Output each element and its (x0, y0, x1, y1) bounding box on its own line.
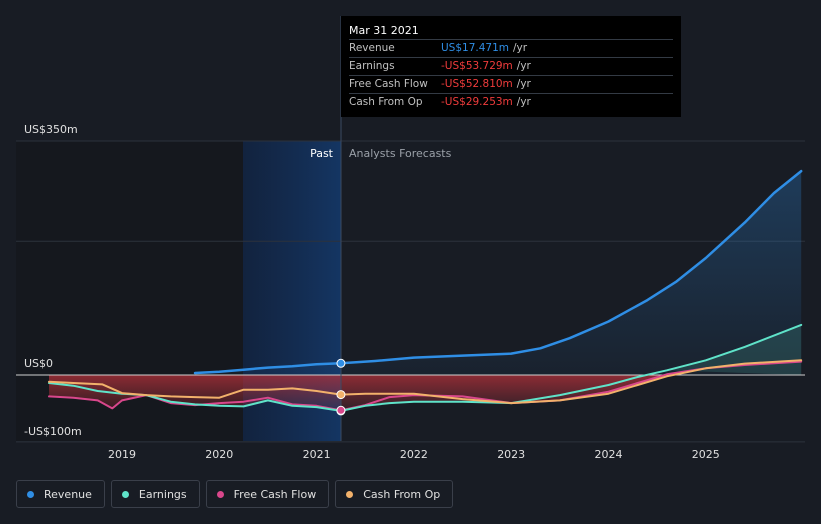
legend-item-earnings[interactable]: Earnings (110, 480, 200, 508)
x-tick-label: 2020 (205, 448, 233, 461)
tooltip-label: Earnings (349, 60, 395, 72)
tooltip-value: -US$29.253m (441, 96, 513, 108)
tooltip-row-revenue: Revenue US$17.471m /yr (349, 39, 673, 57)
legend: Revenue Earnings Free Cash Flow Cash Fro… (16, 480, 454, 508)
legend-label: Revenue (44, 487, 92, 501)
y-tick-label: US$0 (24, 357, 53, 370)
gridlines (16, 140, 805, 443)
past-label: Past (310, 147, 334, 160)
y-tick-label: US$350m (24, 123, 78, 136)
tooltip-label: Cash From Op (349, 96, 423, 108)
revenue-area (195, 171, 802, 375)
legend-label: Earnings (138, 487, 187, 501)
legend-item-revenue[interactable]: Revenue (16, 480, 105, 508)
legend-label: Cash From Op (363, 487, 441, 501)
x-tick-label: 2025 (692, 448, 720, 461)
legend-label: Free Cash Flow (233, 487, 317, 501)
tooltip-row-earnings: Earnings -US$53.729m /yr (349, 57, 673, 75)
hover-markers (336, 358, 346, 416)
legend-dot-icon (216, 490, 224, 498)
x-tick-label: 2019 (108, 448, 136, 461)
tooltip: Mar 31 2021 Revenue US$17.471m /yr Earni… (341, 16, 681, 117)
marker-free-cash-flow (336, 405, 346, 415)
tooltip-row-cash-from-op: Cash From Op -US$29.253m /yr (349, 93, 673, 111)
legend-dot-icon (121, 490, 129, 498)
tooltip-unit: /yr (513, 42, 528, 54)
tooltip-row-free-cash-flow: Free Cash Flow -US$52.810m /yr (349, 75, 673, 93)
legend-dot-icon (27, 490, 34, 498)
tooltip-label: Revenue (349, 42, 395, 54)
tooltip-unit: /yr (516, 78, 531, 90)
legend-item-cash-from-op[interactable]: Cash From Op (335, 480, 454, 508)
tooltip-value: -US$52.810m (441, 78, 513, 90)
x-axis-labels: 2019 2020 2021 2022 2023 2024 2025 (108, 448, 720, 461)
tooltip-unit: /yr (516, 60, 531, 72)
tooltip-date: Mar 31 2021 (349, 24, 419, 37)
marker-revenue (336, 358, 346, 368)
series-line-revenue (193, 169, 803, 375)
legend-dot-icon (346, 490, 354, 498)
tooltip-label: Free Cash Flow (349, 78, 428, 90)
legend-item-free-cash-flow[interactable]: Free Cash Flow (205, 480, 330, 508)
forecast-label: Analysts Forecasts (349, 147, 452, 160)
marker-cash-from-op (336, 390, 346, 400)
y-tick-label: -US$100m (24, 425, 82, 438)
series-lines (48, 169, 803, 412)
tooltip-unit: /yr (516, 96, 531, 108)
x-tick-label: 2024 (595, 448, 623, 461)
y-axis-labels: US$350m US$0 -US$100m (24, 123, 82, 438)
tooltip-value: -US$53.729m (441, 60, 513, 72)
x-tick-label: 2022 (400, 448, 428, 461)
x-tick-label: 2021 (303, 448, 331, 461)
x-tick-label: 2023 (497, 448, 525, 461)
tooltip-value: US$17.471m (441, 42, 509, 54)
